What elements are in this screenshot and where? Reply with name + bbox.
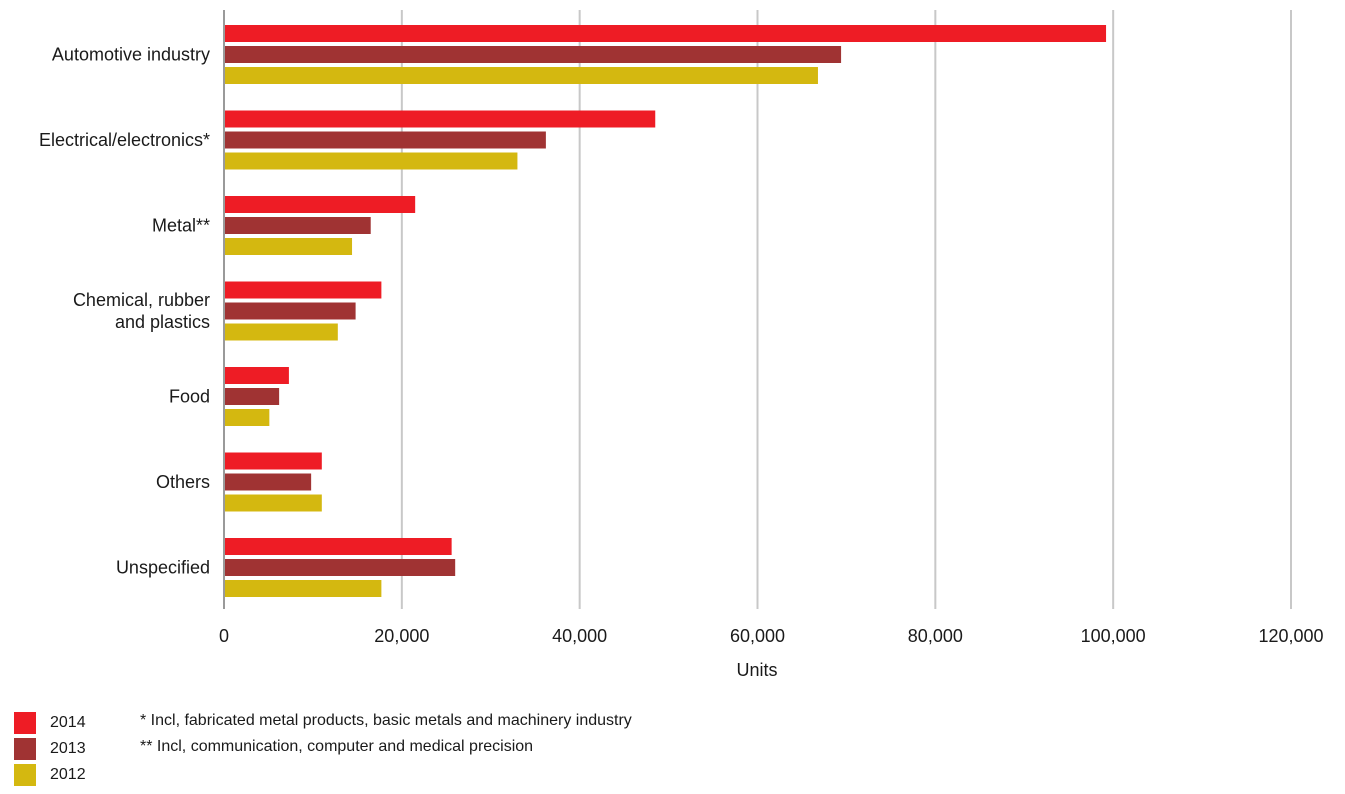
legend-swatch-2014 <box>14 712 36 734</box>
category-label: Unspecified <box>116 558 210 578</box>
legend-item-2014: 2014 <box>14 710 86 736</box>
bar-2014 <box>225 196 416 213</box>
x-tick-label: 40,000 <box>552 626 607 646</box>
bar-2012 <box>225 238 353 255</box>
bar-2013 <box>225 217 371 234</box>
footnote-1: * Incl, fabricated metal products, basic… <box>140 712 632 729</box>
x-tick-label: 100,000 <box>1081 626 1146 646</box>
bar-2014 <box>225 452 322 470</box>
bar-2014 <box>225 110 656 128</box>
x-axis-title: Units <box>736 660 777 680</box>
bars <box>225 25 1107 597</box>
legend-label-2013: 2013 <box>50 740 86 757</box>
bar-2012 <box>225 152 518 170</box>
category-label: Electrical/electronics* <box>39 130 210 150</box>
bar-2012 <box>225 580 382 597</box>
x-tick-label: 120,000 <box>1258 626 1323 646</box>
bar-2013 <box>225 46 842 63</box>
legend-item-2013: 2013 <box>14 736 86 762</box>
bar-2012 <box>225 67 818 84</box>
category-label: Others <box>156 472 210 492</box>
footnotes: * Incl, fabricated metal products, basic… <box>140 708 632 760</box>
bar-2013 <box>225 302 356 320</box>
category-labels: Automotive industry Electrical/electronic… <box>39 45 210 578</box>
category-label: Metal** <box>152 216 210 236</box>
bar-2013 <box>225 473 312 491</box>
legend-label-2012: 2012 <box>50 766 86 783</box>
bar-2014 <box>225 538 452 555</box>
x-tick-label: 20,000 <box>374 626 429 646</box>
category-label: Food <box>169 387 210 407</box>
legend-swatch-2013 <box>14 738 36 760</box>
bar-2014 <box>225 367 289 384</box>
bar-2012 <box>225 323 338 341</box>
x-tick-label: 80,000 <box>908 626 963 646</box>
bar-2013 <box>225 559 456 576</box>
legend: 2014 2013 2012 <box>14 710 86 788</box>
tick-labels: 0 20,000 40,000 60,000 80,000 100,000 120,000 <box>219 626 1324 646</box>
category-label: Automotive industry <box>52 45 210 65</box>
bar-2013 <box>225 131 546 149</box>
category-label: Chemical, rubber and plastics <box>73 290 210 332</box>
gridlines <box>223 10 1292 609</box>
bar-2012 <box>225 409 270 426</box>
legend-label-2014: 2014 <box>50 714 86 731</box>
x-tick-label: 0 <box>219 626 229 646</box>
legend-swatch-2012 <box>14 764 36 786</box>
legend-item-2012: 2012 <box>14 762 86 788</box>
bar-2013 <box>225 388 280 405</box>
footnote-2: ** Incl, communication, computer and med… <box>140 738 534 755</box>
bar-2012 <box>225 494 322 512</box>
bar-chart: Automotive industry Electrical/electronic… <box>39 10 1324 680</box>
bar-2014 <box>225 25 1107 42</box>
bar-2014 <box>225 281 382 299</box>
x-tick-label: 60,000 <box>730 626 785 646</box>
